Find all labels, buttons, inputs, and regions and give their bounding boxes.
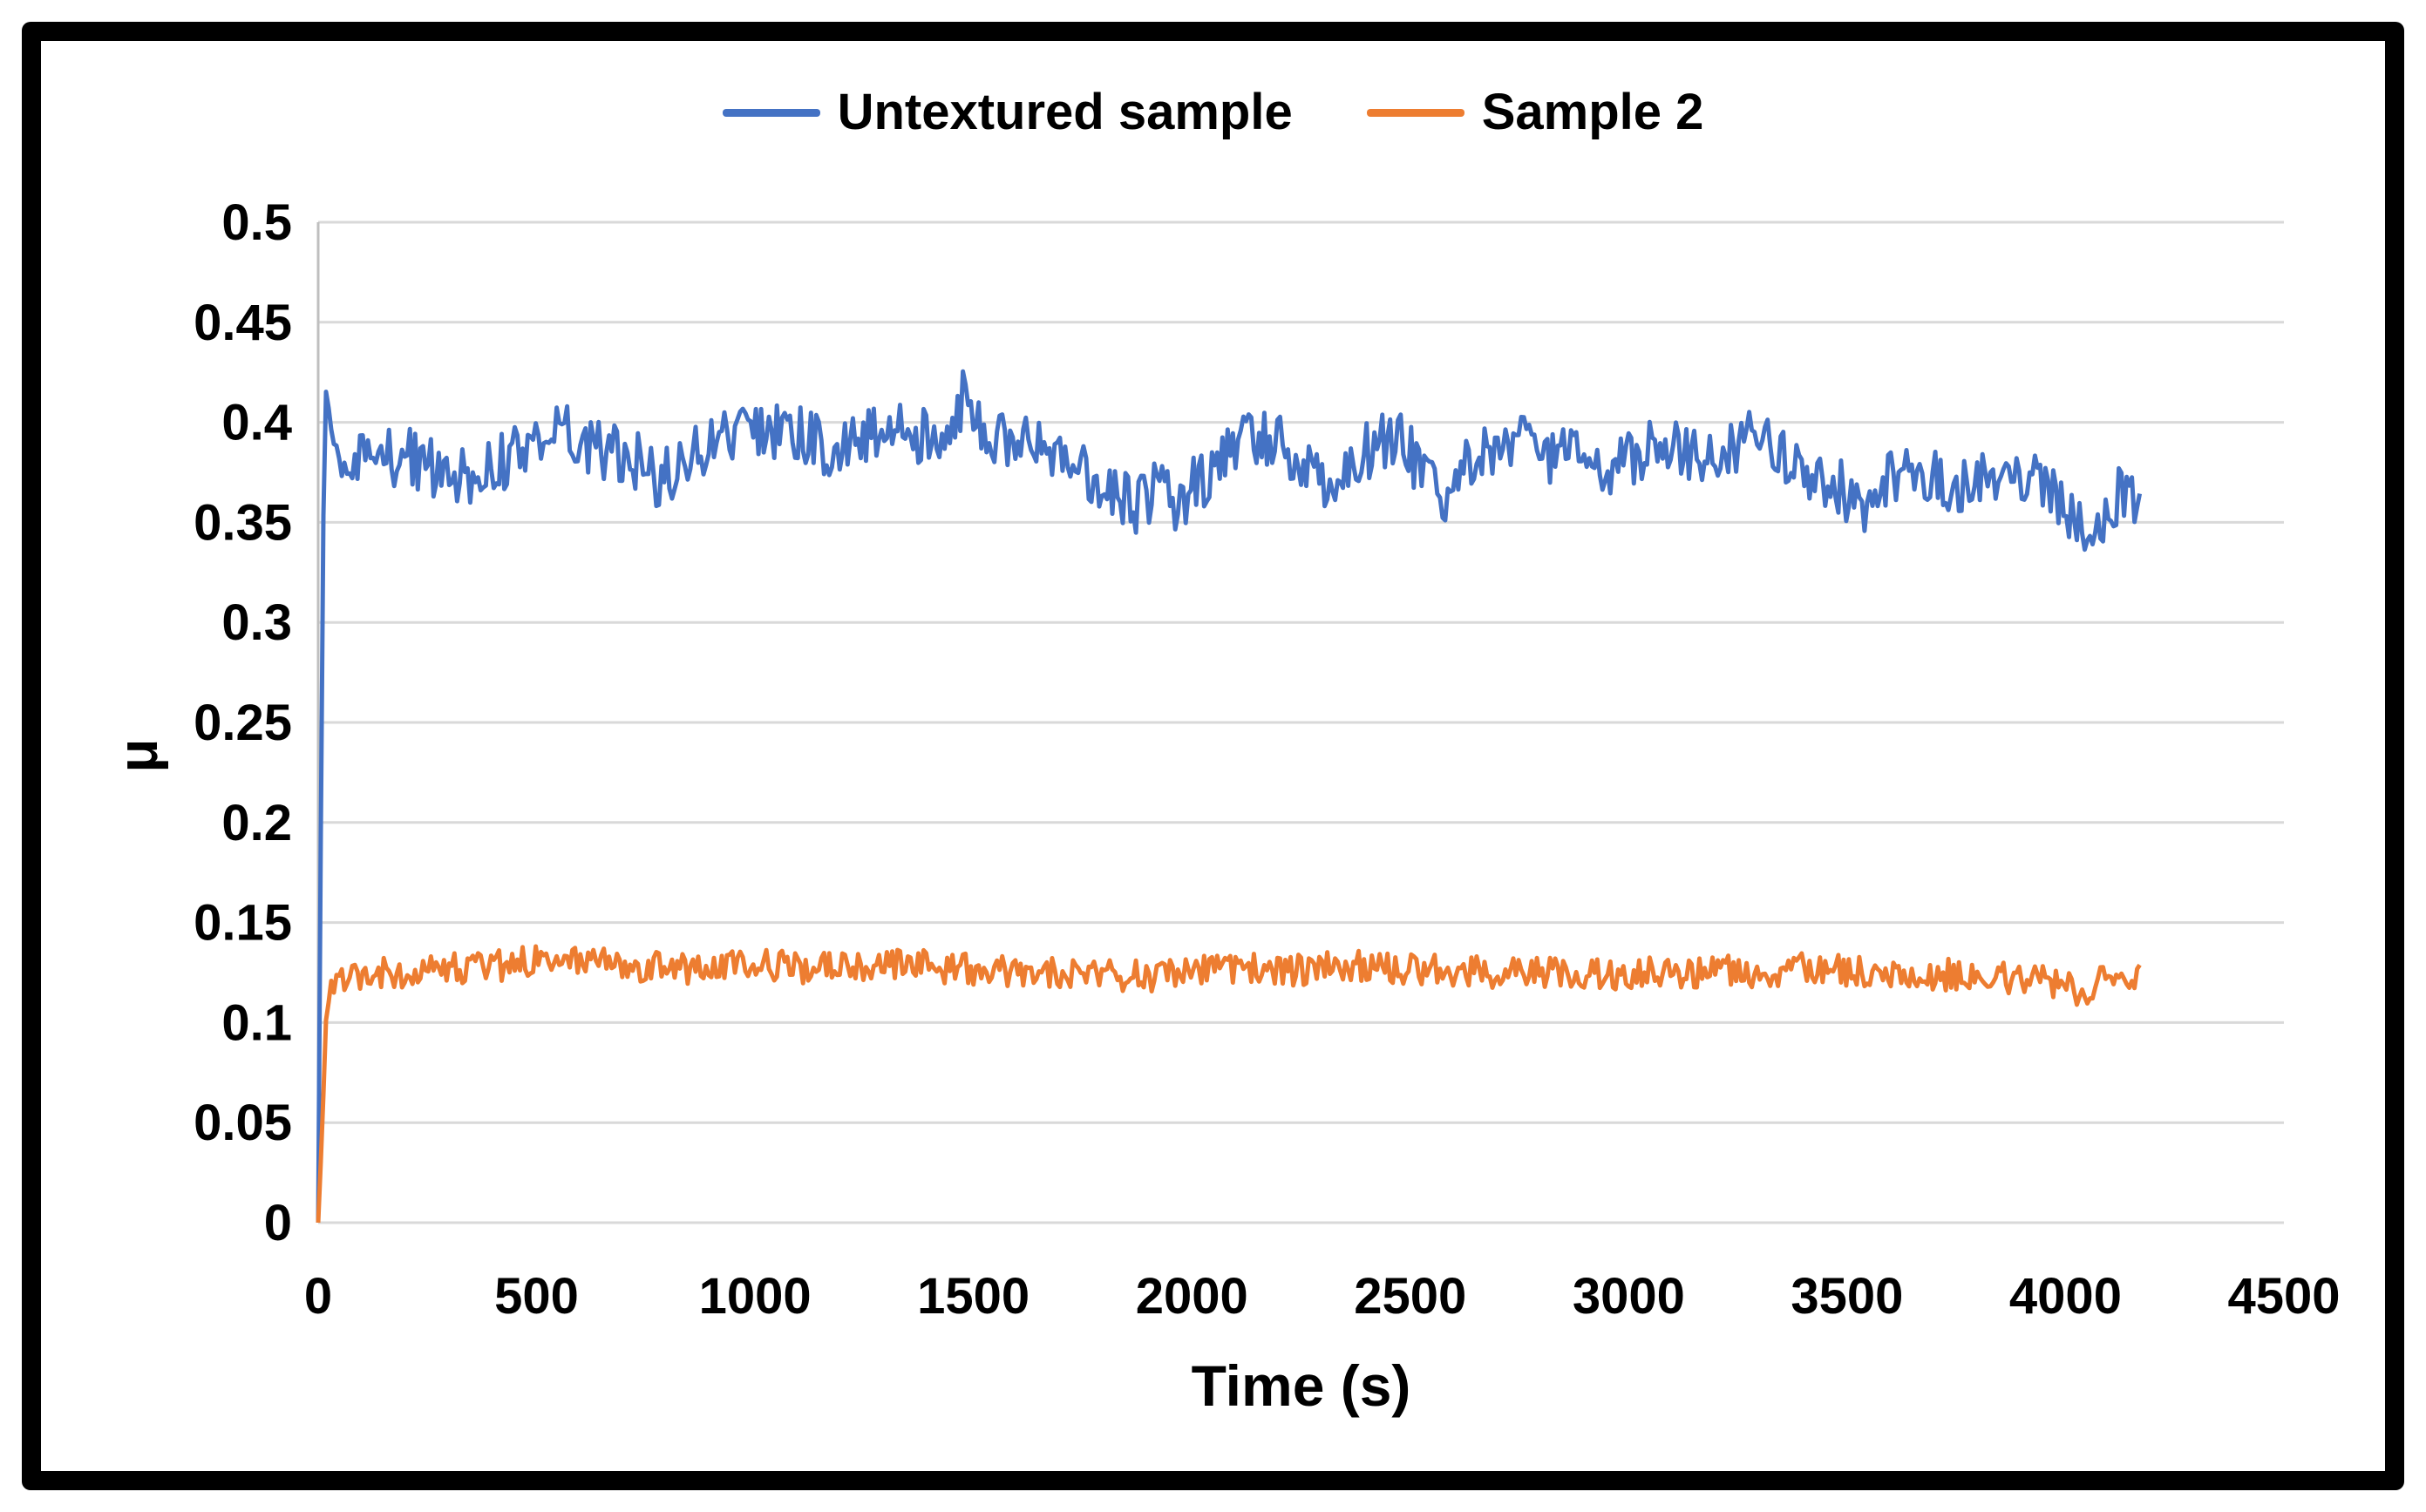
legend-line-swatch-sample-2 xyxy=(1366,108,1464,117)
legend: Untextured sample Sample 2 xyxy=(0,87,2426,138)
y-tick-label: 0.45 xyxy=(194,295,292,351)
legend-label-sample-2: Sample 2 xyxy=(1481,84,1704,140)
y-tick-label: 0 xyxy=(264,1195,292,1251)
legend-item-untextured-sample: Untextured sample xyxy=(722,84,1293,140)
x-tick-label: 0 xyxy=(304,1268,332,1325)
x-tick-label: 4500 xyxy=(2227,1268,2340,1325)
y-tick-label: 0.25 xyxy=(194,695,292,751)
y-axis-title: μ xyxy=(106,738,169,773)
x-tick-label: 2500 xyxy=(1354,1268,1466,1325)
y-tick-label: 0.35 xyxy=(194,494,292,551)
y-tick-label: 0.3 xyxy=(221,594,292,651)
x-tick-label: 1000 xyxy=(699,1268,812,1325)
x-tick-label: 2000 xyxy=(1136,1268,1248,1325)
x-tick-label: 3500 xyxy=(1791,1268,1903,1325)
y-tick-label: 0.15 xyxy=(194,895,292,952)
x-axis-title: Time (s) xyxy=(1191,1353,1411,1418)
series-line-1 xyxy=(316,369,2143,1224)
y-tick-label: 0.4 xyxy=(221,395,292,451)
y-tick-label: 0.1 xyxy=(221,994,292,1051)
legend-line-swatch-untextured xyxy=(722,108,820,117)
y-tick-label: 0.2 xyxy=(221,795,292,851)
x-tick-label: 500 xyxy=(494,1268,579,1325)
x-tick-label: 4000 xyxy=(2009,1268,2122,1325)
y-tick-label: 0.05 xyxy=(194,1095,292,1151)
legend-item-sample-2: Sample 2 xyxy=(1366,84,1704,140)
series-line-2 xyxy=(316,944,2142,1224)
y-tick-label: 0.5 xyxy=(221,194,292,251)
legend-label-untextured: Untextured sample xyxy=(837,84,1293,140)
x-tick-label: 1500 xyxy=(917,1268,1030,1325)
x-tick-label: 3000 xyxy=(1573,1268,1685,1325)
